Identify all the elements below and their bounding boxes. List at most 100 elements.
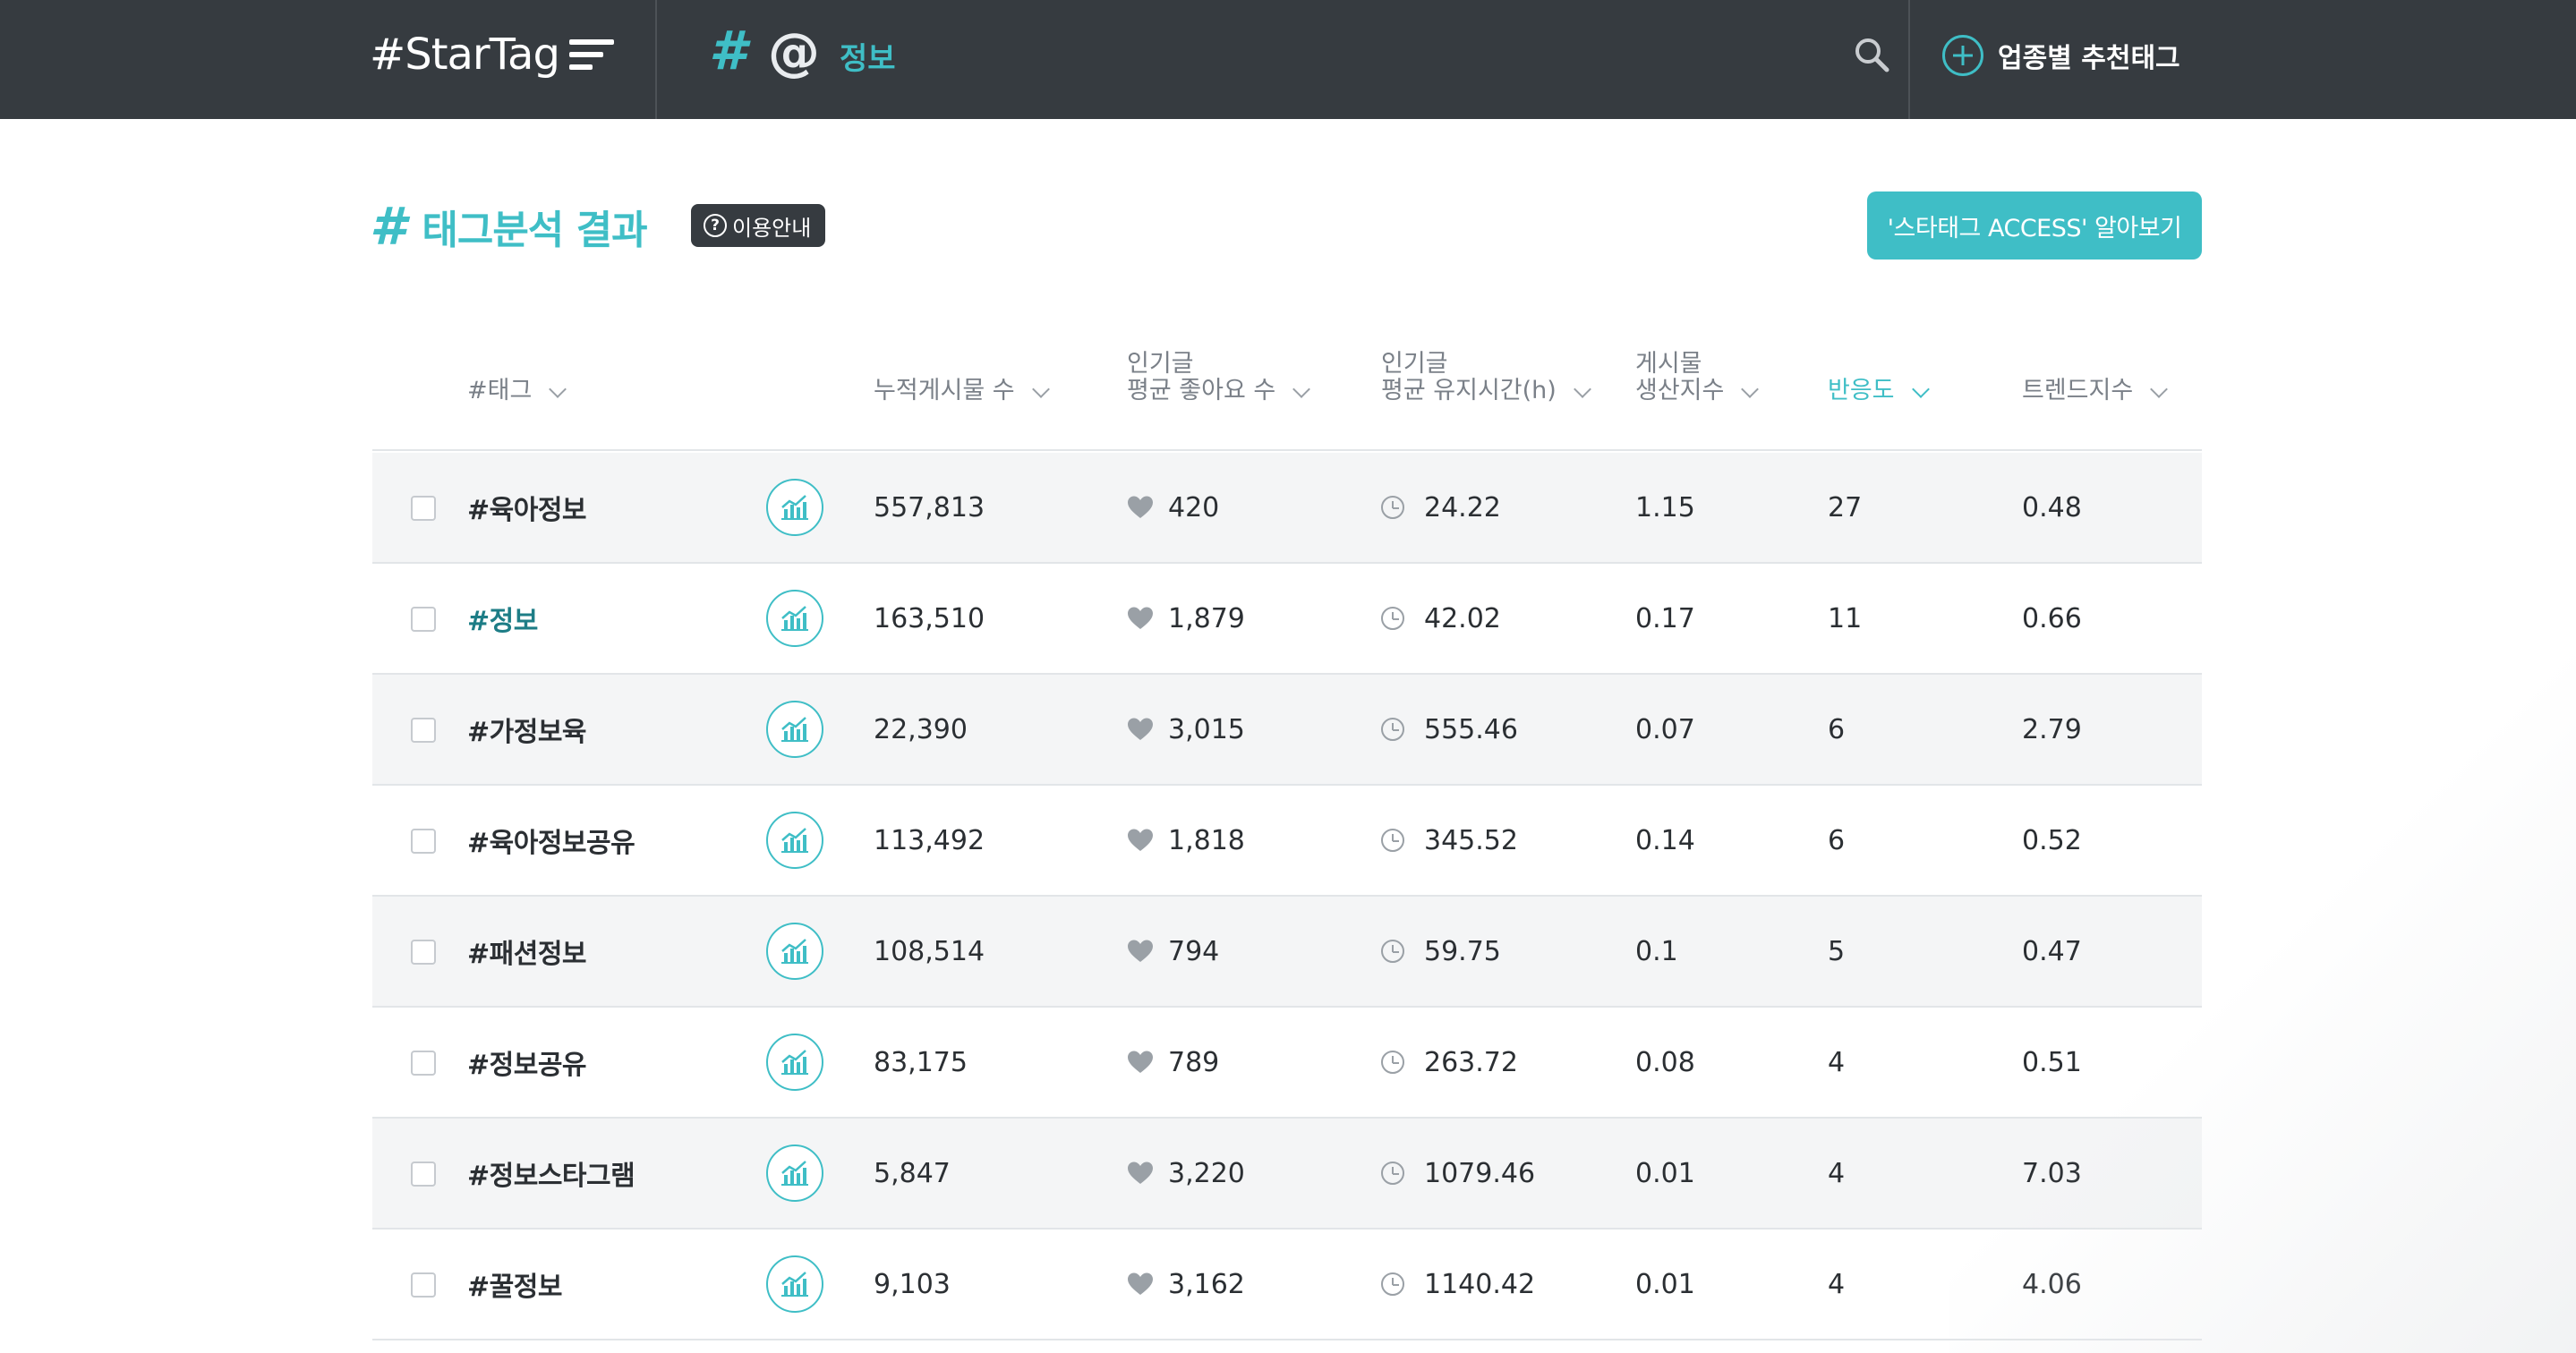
table-row: #정보스타그램 5,847 3,220 1079.46 0.01 [372, 1119, 2202, 1230]
avg-hours: 1079.46 [1381, 1119, 1535, 1228]
clock-icon [1381, 829, 1404, 852]
table-header: #태그 누적게시물 수 인기글 평균 좋아요 수 인기글 평균 유지시간(h) … [372, 331, 2202, 451]
response-index: 4 [1828, 1046, 1846, 1078]
page-title: # 태그분석 결과 [370, 195, 648, 258]
hashtag-search-tab[interactable]: # [709, 20, 746, 82]
trend-index: 4.06 [2022, 1268, 2082, 1300]
avg-likes: 420 [1127, 453, 1219, 562]
bar-chart-icon[interactable] [766, 812, 823, 869]
avg-hours: 555.46 [1381, 675, 1518, 784]
clock-icon [1381, 940, 1404, 963]
clock-icon [1381, 1272, 1404, 1296]
chevron-down-icon [549, 380, 567, 398]
table-row: #육아정보공유 113,492 1,818 345.52 0.14 [372, 786, 2202, 897]
heart-icon [1128, 1272, 1153, 1295]
production-index: 1.15 [1635, 491, 1695, 523]
row-checkbox[interactable] [411, 718, 436, 743]
clock-icon [1381, 1051, 1404, 1074]
row-checkbox[interactable] [411, 496, 436, 521]
table-row: #패션정보 108,514 794 59.75 0.1 5 [372, 897, 2202, 1008]
tag-name-link[interactable]: #육아정보공유 [467, 828, 635, 859]
industry-recommend-tags-button[interactable]: 업종별 추천태그 [1942, 27, 2180, 84]
tag-name-link[interactable]: #육아정보 [467, 495, 587, 526]
avg-likes: 3,162 [1127, 1230, 1245, 1339]
table-row: #가정보육 22,390 3,015 555.46 0.07 6 [372, 675, 2202, 786]
avg-likes: 3,220 [1127, 1119, 1245, 1228]
posts-count: 113,492 [874, 824, 985, 856]
column-header-production[interactable]: 게시물 생산지수 [1635, 351, 1760, 404]
posts-count: 22,390 [874, 713, 968, 745]
chevron-down-icon [2150, 380, 2169, 398]
tag-name-link[interactable]: #정보공유 [467, 1050, 587, 1081]
tag-name-link[interactable]: #정보스타그램 [467, 1161, 635, 1192]
posts-count: 108,514 [874, 935, 985, 967]
avg-hours: 59.75 [1381, 897, 1501, 1006]
response-index: 4 [1828, 1268, 1846, 1300]
avg-hours: 345.52 [1381, 786, 1518, 895]
trend-index: 0.52 [2022, 824, 2082, 856]
row-checkbox[interactable] [411, 1162, 436, 1187]
clock-icon [1381, 496, 1404, 519]
response-index: 27 [1828, 491, 1863, 523]
usage-guide-button[interactable]: ? 이용안내 [691, 204, 826, 247]
avg-hours: 263.72 [1381, 1008, 1518, 1117]
bar-chart-icon[interactable] [766, 1034, 823, 1091]
plus-circle-icon [1942, 35, 1983, 76]
trend-index: 0.51 [2022, 1046, 2082, 1078]
column-header-posts[interactable]: 누적게시물 수 [874, 378, 1050, 404]
column-header-trend[interactable]: 트렌드지수 [2022, 378, 2169, 404]
title-hash-icon: # [370, 196, 406, 257]
row-checkbox[interactable] [411, 1051, 436, 1076]
column-header-response[interactable]: 반응도 [1828, 378, 1930, 404]
account-search-tab[interactable]: @ [768, 21, 820, 82]
heart-icon [1128, 940, 1153, 962]
startag-access-button[interactable]: '스타태그 ACCESS' 알아보기 [1867, 191, 2202, 260]
heart-icon [1128, 1051, 1153, 1073]
tag-name-link[interactable]: #가정보육 [467, 717, 587, 748]
bar-chart-icon[interactable] [766, 1255, 823, 1313]
table-row: #꿀정보 9,103 3,162 1140.42 0.01 4 [372, 1230, 2202, 1340]
bar-chart-icon[interactable] [766, 701, 823, 758]
clock-icon [1381, 718, 1404, 741]
search-icon[interactable] [1851, 34, 1894, 77]
bar-chart-icon[interactable] [766, 1145, 823, 1202]
hamburger-menu-icon[interactable] [569, 36, 616, 73]
tag-name-link[interactable]: #패션정보 [467, 939, 587, 970]
tag-name-link[interactable]: #정보 [467, 606, 538, 637]
heart-icon [1128, 829, 1153, 851]
usage-guide-label: 이용안내 [732, 215, 812, 241]
startag-logo[interactable]: #StarTag [370, 30, 560, 80]
response-index: 5 [1828, 935, 1846, 967]
current-keyword[interactable]: 정보 [840, 41, 896, 77]
posts-count: 163,510 [874, 602, 985, 634]
help-icon: ? [704, 214, 727, 237]
row-checkbox[interactable] [411, 607, 436, 632]
response-index: 6 [1828, 824, 1846, 856]
title-text: 태그분석 결과 [422, 208, 647, 253]
row-checkbox[interactable] [411, 940, 436, 965]
header-divider [1908, 0, 1910, 119]
avg-likes: 3,015 [1127, 675, 1245, 784]
tag-name-link[interactable]: #꿀정보 [467, 1272, 562, 1303]
table-row: #정보 163,510 1,879 42.02 0.17 11 [372, 564, 2202, 675]
table-row: #정보공유 83,175 789 263.72 0.08 4 [372, 1008, 2202, 1119]
column-header-likes[interactable]: 인기글 평균 좋아요 수 [1127, 351, 1311, 404]
column-header-hours[interactable]: 인기글 평균 유지시간(h) [1381, 351, 1591, 404]
bar-chart-icon[interactable] [766, 479, 823, 536]
recommend-label: 업종별 추천태그 [1998, 43, 2180, 74]
row-checkbox[interactable] [411, 1272, 436, 1298]
production-index: 0.14 [1635, 824, 1695, 856]
chevron-down-icon [1292, 380, 1311, 398]
bar-chart-icon[interactable] [766, 923, 823, 980]
column-header-tag[interactable]: #태그 [467, 378, 567, 404]
avg-hours: 1140.42 [1381, 1230, 1535, 1339]
heart-icon [1128, 496, 1153, 518]
trend-index: 0.48 [2022, 491, 2082, 523]
chevron-down-icon [1031, 380, 1050, 398]
bar-chart-icon[interactable] [766, 590, 823, 647]
response-index: 11 [1828, 602, 1863, 634]
trend-index: 7.03 [2022, 1157, 2082, 1189]
chevron-down-icon [1911, 380, 1930, 398]
row-checkbox[interactable] [411, 829, 436, 854]
trend-index: 0.47 [2022, 935, 2082, 967]
